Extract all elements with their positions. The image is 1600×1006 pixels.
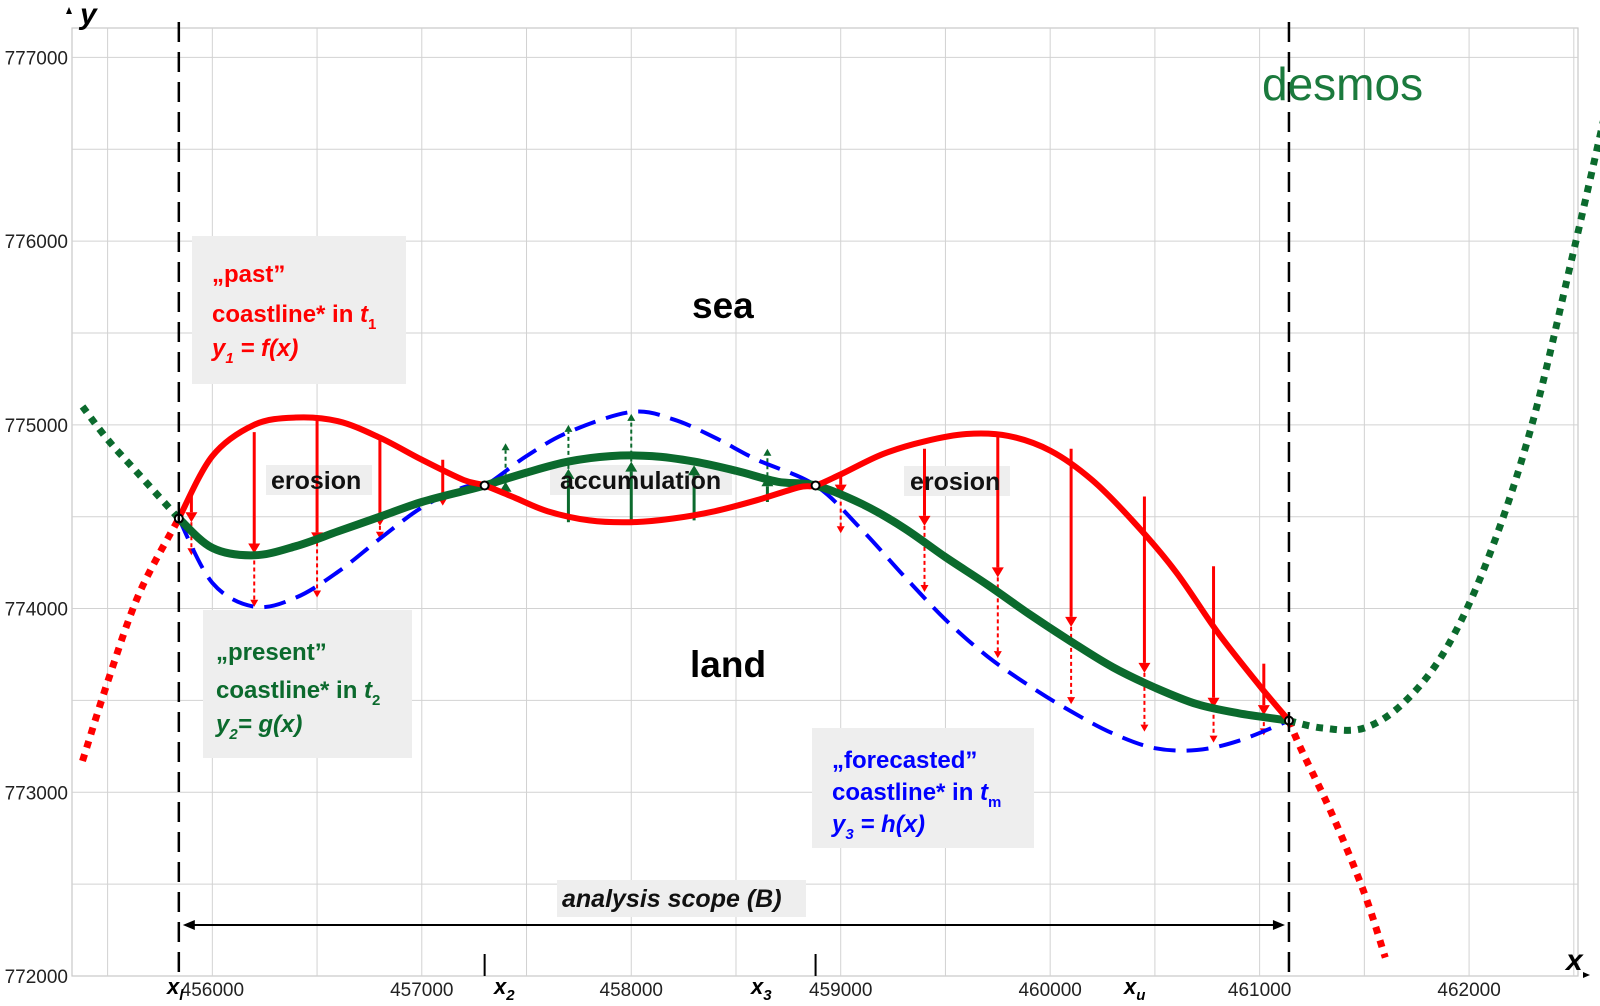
intersection-point bbox=[479, 480, 490, 491]
svg-text:y3 = h(x): y3 = h(x) bbox=[831, 811, 925, 843]
past-label-box bbox=[192, 236, 406, 384]
desmos-logo: desmos bbox=[1262, 58, 1423, 110]
change-arrow-head bbox=[499, 481, 512, 492]
forecast-arrow-head bbox=[763, 448, 772, 456]
scope-label: analysis scope (B) bbox=[562, 885, 782, 913]
x-tick-label: 461000 bbox=[1228, 980, 1291, 1001]
y-axis-title: y bbox=[78, 0, 98, 31]
forecast-arrow-head bbox=[627, 413, 636, 421]
forecast-arrow-head bbox=[564, 424, 573, 432]
forecast-arrow-head bbox=[250, 599, 259, 607]
change-arrow-head bbox=[688, 465, 701, 476]
accumulation-label: accumulation bbox=[560, 467, 721, 495]
forecast-arrow-head bbox=[375, 531, 384, 539]
forecast-arrow-head bbox=[993, 651, 1002, 659]
y-tick-label: 776000 bbox=[5, 232, 68, 253]
x-tick-label: 456000 bbox=[181, 980, 244, 1001]
erosion-left-box bbox=[266, 465, 372, 495]
grid bbox=[71, 27, 1579, 977]
past-coastline bbox=[175, 414, 1292, 724]
y-tick-label: 775000 bbox=[5, 416, 68, 437]
past-line-2: coastline* in bbox=[212, 301, 353, 328]
x-tick-label: 457000 bbox=[390, 980, 453, 1001]
forecast-line-2: coastline* in bbox=[832, 779, 973, 806]
x-tick-label: 459000 bbox=[809, 980, 872, 1001]
land-label: land bbox=[690, 644, 766, 685]
y-tick-label: 774000 bbox=[5, 600, 68, 621]
change-arrow-head bbox=[991, 567, 1004, 578]
forecast-arrow-head bbox=[920, 585, 929, 593]
marker-xu: xu bbox=[1123, 974, 1145, 1004]
svg-text:y1 = f(x): y1 = f(x) bbox=[211, 335, 298, 367]
scope-box bbox=[557, 880, 806, 917]
scope-arrow-right-head bbox=[1272, 920, 1285, 930]
svg-text:y2= g(x): y2= g(x) bbox=[215, 711, 302, 743]
marker-xl: xl bbox=[166, 974, 184, 1004]
present-line-1: „present” bbox=[216, 639, 327, 666]
intersection-point bbox=[810, 480, 821, 491]
forecast-arrow-head bbox=[313, 590, 322, 598]
y-tick-label: 773000 bbox=[5, 783, 68, 804]
x-axis-title: x bbox=[1564, 944, 1584, 977]
present-line-2: coastline* in bbox=[216, 677, 357, 704]
forecast-arrow-head bbox=[836, 526, 845, 534]
scope-arrow-left-head bbox=[182, 920, 195, 930]
forecast-arrow-head bbox=[1209, 735, 1218, 743]
plot-frame bbox=[71, 27, 1579, 977]
change-arrow-head bbox=[1138, 662, 1151, 673]
change-arrow-head bbox=[1257, 705, 1270, 716]
svg-text:coastline* in t2: coastline* in t2 bbox=[216, 677, 380, 709]
past-label: „past” coastline* in t1 y1 = f(x) bbox=[211, 261, 376, 367]
change-arrow-head bbox=[625, 461, 638, 472]
change-arrow-head bbox=[248, 543, 261, 554]
change-arrow-head bbox=[834, 484, 847, 495]
x-axis-arrow bbox=[1583, 972, 1590, 978]
forecast-coastline bbox=[177, 409, 1290, 753]
past-line-1: „past” bbox=[212, 261, 285, 288]
present-coastline-extension bbox=[79, 404, 182, 521]
erosion-right-label: erosion bbox=[910, 468, 1000, 496]
coastline-curves bbox=[79, 120, 1600, 959]
forecast-line-1: „forecasted” bbox=[832, 747, 977, 774]
change-arrow-head bbox=[918, 515, 931, 526]
x-tick-label: 460000 bbox=[1018, 980, 1081, 1001]
present-label: „present” coastline* in t2 y2= g(x) bbox=[215, 639, 380, 743]
y-axis-arrow bbox=[66, 7, 72, 14]
forecast-arrow-head bbox=[1067, 697, 1076, 705]
marker-x2: x2 bbox=[493, 974, 515, 1004]
change-arrow-head bbox=[185, 512, 198, 523]
past-coastline-extension bbox=[1285, 719, 1389, 959]
present-coastline-extension bbox=[1288, 120, 1600, 734]
present-label-box bbox=[203, 610, 412, 758]
erosion-right-box bbox=[904, 466, 1010, 496]
erosion-left-label: erosion bbox=[271, 467, 361, 495]
present-coastline bbox=[174, 451, 1293, 725]
forecast-label-box bbox=[812, 728, 1034, 848]
svg-text:coastline* in t1: coastline* in t1 bbox=[212, 301, 376, 333]
accumulation-box bbox=[550, 465, 732, 495]
forecast-arrow-head bbox=[501, 443, 510, 451]
past-coastline-extension bbox=[79, 516, 182, 763]
sea-label: sea bbox=[692, 285, 754, 326]
x-tick-label: 462000 bbox=[1437, 980, 1500, 1001]
change-arrow-head bbox=[1065, 616, 1078, 627]
tick-labels: 456000 457000 458000 459000 460000 461000 4620… bbox=[5, 48, 1501, 1001]
x-tick-label: 458000 bbox=[600, 980, 663, 1001]
forecast-arrow-head bbox=[1140, 724, 1149, 732]
forecast-label: „forecasted” coastline* in tm y3 = h(x) bbox=[831, 747, 1001, 843]
scope-boundaries bbox=[177, 22, 1291, 976]
marker-x3: x3 bbox=[750, 974, 772, 1004]
change-arrow-head bbox=[562, 468, 575, 479]
svg-text:coastline* in tm: coastline* in tm bbox=[832, 779, 1001, 811]
y-tick-label: 777000 bbox=[5, 48, 68, 69]
change-arrow-head bbox=[1207, 697, 1220, 708]
y-tick-label: 772000 bbox=[5, 967, 68, 988]
